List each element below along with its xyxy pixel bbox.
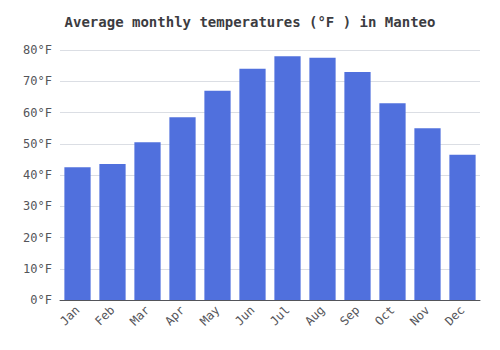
svg-text:Aug: Aug bbox=[302, 303, 327, 328]
svg-text:Jan: Jan bbox=[57, 303, 82, 328]
svg-text:Feb: Feb bbox=[92, 303, 117, 328]
svg-text:30°F: 30°F bbox=[23, 199, 52, 213]
svg-text:0°F: 0°F bbox=[30, 293, 52, 307]
svg-text:70°F: 70°F bbox=[23, 74, 52, 88]
svg-text:Mar: Mar bbox=[127, 303, 152, 328]
svg-text:Sep: Sep bbox=[337, 303, 362, 328]
svg-text:60°F: 60°F bbox=[23, 106, 52, 120]
svg-text:Nov: Nov bbox=[407, 303, 432, 328]
svg-text:40°F: 40°F bbox=[23, 168, 52, 182]
svg-text:Dec: Dec bbox=[442, 303, 467, 328]
svg-text:Average monthly temperatures (: Average monthly temperatures (°F ) in Ma… bbox=[65, 14, 436, 30]
svg-text:Jun: Jun bbox=[232, 303, 257, 328]
svg-text:50°F: 50°F bbox=[23, 137, 52, 151]
svg-text:Apr: Apr bbox=[162, 303, 187, 328]
svg-text:80°F: 80°F bbox=[23, 43, 52, 57]
svg-text:Jul: Jul bbox=[267, 303, 292, 328]
svg-text:20°F: 20°F bbox=[23, 231, 52, 245]
svg-text:10°F: 10°F bbox=[23, 262, 52, 276]
svg-text:Oct: Oct bbox=[372, 303, 397, 328]
svg-text:May: May bbox=[197, 303, 222, 328]
